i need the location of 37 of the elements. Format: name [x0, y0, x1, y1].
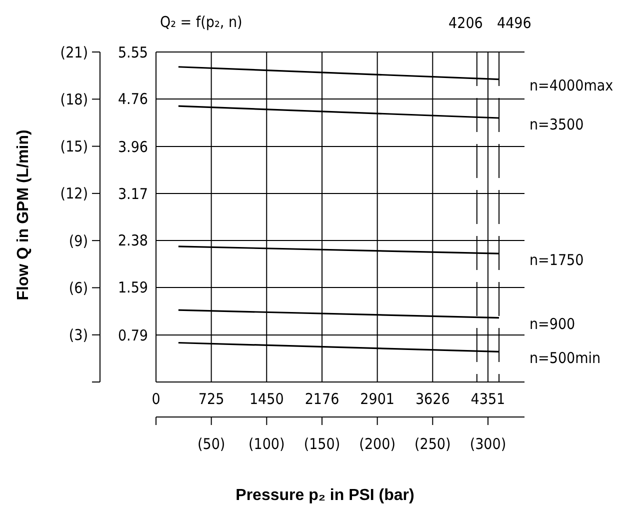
x2-tick-label: (150) [304, 435, 340, 453]
text: n=900 [530, 315, 576, 334]
ref-line-label: 4206 [448, 14, 483, 32]
y2-tick-label: 0.79 [118, 326, 148, 344]
text: n=3500 [530, 115, 584, 134]
x-tick-label: 2901 [360, 390, 394, 408]
text: n=500min [530, 348, 601, 367]
text: n=4000max [530, 76, 614, 95]
x-tick-label: 725 [198, 390, 224, 408]
y2-tick-label: 4.76 [118, 90, 148, 108]
y-axis-title: Flow Q in GPM (L/min) [15, 130, 32, 300]
x2-tick-label: (250) [414, 435, 451, 453]
text: n=1750 [530, 250, 584, 269]
x2-tick-label: (50) [197, 435, 226, 453]
x2-tick-label: (200) [359, 435, 396, 453]
x-tick-label: 2176 [304, 390, 340, 408]
y-tick-label: (3) [68, 326, 88, 344]
x-tick-label: 1450 [249, 390, 284, 408]
y-tick-label: (15) [60, 138, 88, 156]
y-tick-label: (18) [60, 90, 88, 108]
y-tick-label: (9) [68, 232, 88, 250]
y-tick-label: (12) [60, 184, 88, 203]
x-tick-label: 4351 [470, 390, 506, 408]
y-tick-label: (6) [68, 278, 88, 297]
x-tick-label: 0 [152, 390, 160, 408]
y2-tick-label: 1.59 [118, 278, 148, 297]
y2-tick-label: 3.96 [118, 138, 148, 156]
y2-tick-label: 5.55 [118, 43, 148, 62]
ref-line-label: 4496 [497, 14, 532, 32]
y-tick-label: (21) [60, 43, 88, 62]
x-axis-title: Pressure p₂ in PSI (bar) [236, 487, 414, 504]
x2-tick-label: (300) [470, 435, 506, 453]
y2-tick-label: 3.17 [118, 184, 148, 203]
x2-tick-label: (100) [248, 435, 285, 453]
x-tick-label: 3626 [415, 390, 450, 408]
chart-title: Q₂ = f(p₂, n) [160, 13, 242, 31]
y2-tick-label: 2.38 [118, 232, 148, 250]
